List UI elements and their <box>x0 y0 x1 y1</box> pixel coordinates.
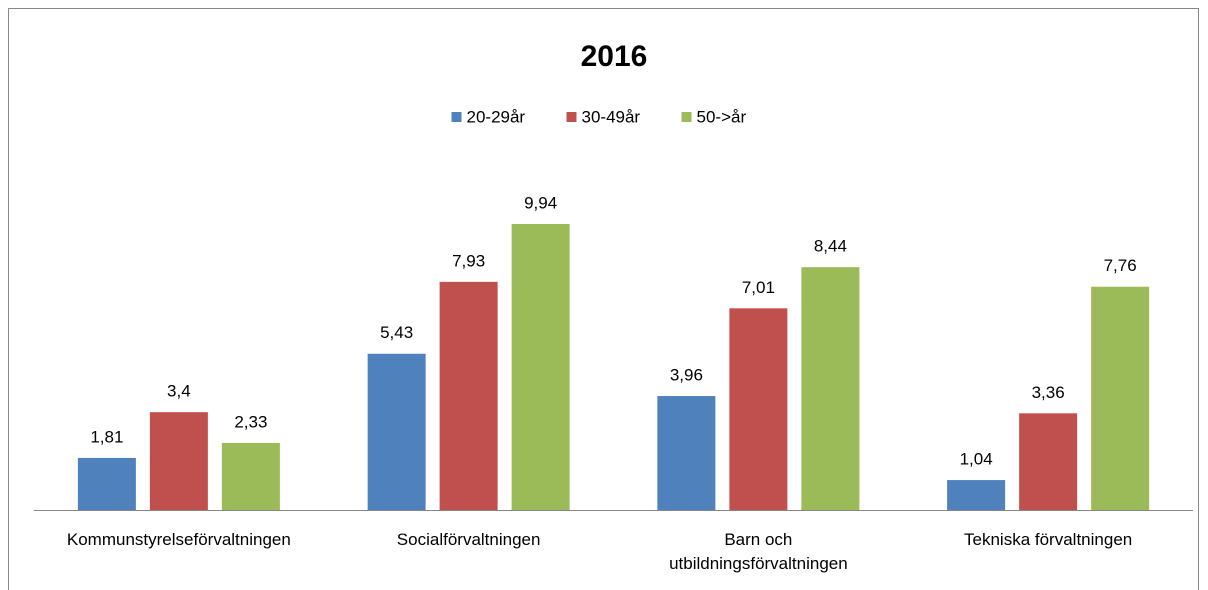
bar <box>149 412 208 510</box>
value-label: 3,4 <box>167 382 191 401</box>
bar <box>439 281 498 510</box>
legend-swatch <box>451 112 462 122</box>
value-label: 7,76 <box>1104 256 1137 275</box>
value-label: 2,33 <box>234 412 267 431</box>
value-label: 3,96 <box>670 366 703 385</box>
x-tick-label: Kommunstyrelseförvaltningen <box>66 530 291 549</box>
value-label: 7,01 <box>742 278 775 297</box>
legend-label: 20-29år <box>467 107 526 126</box>
chart-frame <box>8 8 1199 590</box>
value-label: 1,04 <box>960 450 993 469</box>
value-label: 9,94 <box>524 193 557 212</box>
x-tick-label: Socialförvaltningen <box>396 530 541 549</box>
x-tick-label: Tekniska förvaltningen <box>964 530 1133 549</box>
value-label: 7,93 <box>452 251 485 270</box>
bar <box>729 308 788 510</box>
x-tick-label: Barn och utbildningsförvaltningen <box>669 530 848 573</box>
value-label: 1,81 <box>90 427 123 446</box>
bar <box>77 457 136 510</box>
legend-label: 50->år <box>697 107 747 126</box>
value-label: 3,36 <box>1032 383 1065 402</box>
chart-title: 2016 <box>581 40 648 73</box>
legend-swatch <box>681 112 692 122</box>
bar <box>801 267 860 510</box>
bar <box>657 396 716 510</box>
bar <box>511 224 570 510</box>
bar <box>367 353 426 510</box>
legend-label: 30-49år <box>582 107 641 126</box>
legend-swatch <box>566 112 577 122</box>
bar <box>1019 413 1078 510</box>
value-label: 5,43 <box>380 323 413 342</box>
bar <box>1091 286 1150 510</box>
value-label: 8,44 <box>814 237 847 256</box>
bar <box>947 480 1006 510</box>
bar <box>221 442 280 510</box>
